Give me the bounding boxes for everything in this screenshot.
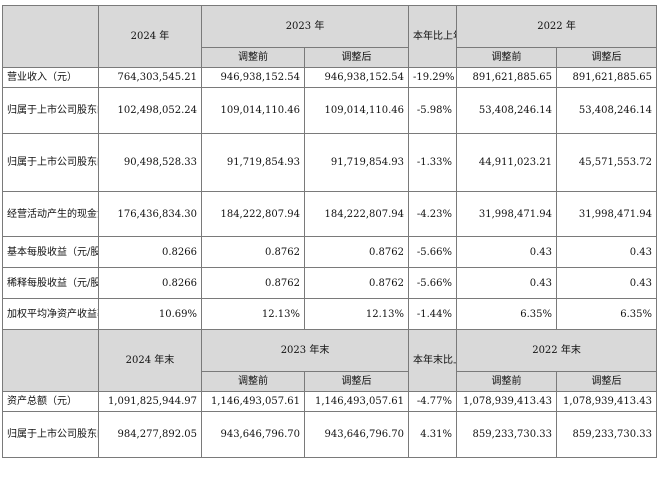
header-2022: 2022 年 (456, 5, 658, 48)
table-row: 稀释每股收益（元/股） 0.8266 0.8762 0.8762 -5.66% … (2, 267, 658, 299)
value-2023-after: 0.8762 (303, 236, 410, 268)
row-label: 归属于上市公司股东的净利润（元） (2, 87, 99, 134)
table-row: 资产总额（元） 1,091,825,944.97 1,146,493,057.6… (2, 391, 658, 412)
value-2023-before: 1,146,493,057.61 (201, 391, 305, 412)
value-2023-after: 184,222,807.94 (303, 191, 410, 237)
header-2023-after: 调整后 (303, 47, 410, 68)
header-2023: 2023 年 (200, 5, 410, 48)
value-2023-before: 91,719,854.93 (201, 133, 305, 192)
row-label: 经营活动产生的现金流量净额（元） (2, 191, 99, 237)
header-corner-bottom (2, 329, 99, 392)
table-row: 加权平均净资产收益率 10.69% 12.13% 12.13% -1.44% 6… (2, 298, 658, 330)
header-2022-after: 调整后 (556, 47, 658, 68)
value-2022-after: 0.43 (556, 236, 658, 268)
header-change: 本年比上年增减 (408, 5, 458, 68)
value-2024: 0.8266 (98, 267, 202, 299)
value-2022-before: 53,408,246.14 (456, 87, 558, 134)
value-2024: 90,498,528.33 (98, 133, 202, 192)
value-2022-before: 859,233,730.33 (456, 411, 558, 458)
table-row: 基本每股收益（元/股） 0.8266 0.8762 0.8762 -5.66% … (2, 236, 658, 268)
value-2022-after: 31,998,471.94 (556, 191, 658, 237)
value-2023-after: 0.8762 (303, 267, 410, 299)
value-2024: 1,091,825,944.97 (98, 391, 202, 412)
value-2022-before: 6.35% (456, 298, 558, 330)
header-2022-end-before: 调整前 (456, 371, 558, 392)
financial-indicators-table: 2024 年 2023 年 本年比上年增减 2022 年 调整前 调整后 调整前… (2, 5, 658, 458)
header-2023-end: 2023 年末 (200, 329, 410, 372)
value-change: -5.66% (408, 236, 458, 268)
value-2023-after: 943,646,796.70 (303, 411, 410, 458)
header-2022-end-after: 调整后 (556, 371, 658, 392)
row-label: 基本每股收益（元/股） (2, 236, 99, 268)
value-2022-before: 31,998,471.94 (456, 191, 558, 237)
value-2023-after: 12.13% (303, 298, 410, 330)
table-row: 归属于上市公司股东的净利润（元） 102,498,052.24 109,014,… (2, 87, 658, 134)
header-change-end: 本年末比上年末增减 (408, 329, 458, 392)
value-2022-after: 859,233,730.33 (556, 411, 658, 458)
row-label: 营业收入（元） (2, 67, 99, 88)
value-change: -4.23% (408, 191, 458, 237)
value-2023-after: 946,938,152.54 (303, 67, 410, 88)
value-2022-before: 0.43 (456, 267, 558, 299)
table-row: 经营活动产生的现金流量净额（元） 176,436,834.30 184,222,… (2, 191, 658, 237)
subheader-row-bottom: 调整前 调整后 调整前 调整后 (3, 371, 658, 392)
value-2023-after: 91,719,854.93 (303, 133, 410, 192)
value-2023-after: 1,146,493,057.61 (303, 391, 410, 412)
value-2024: 0.8266 (98, 236, 202, 268)
value-2022-before: 0.43 (456, 236, 558, 268)
header-2022-before: 调整前 (456, 47, 558, 68)
header-row-top: 2024 年 2023 年 本年比上年增减 2022 年 (2, 5, 658, 68)
value-change: -1.44% (408, 298, 458, 330)
value-2024: 10.69% (98, 298, 202, 330)
value-2022-after: 0.43 (556, 267, 658, 299)
header-2023-end-before: 调整前 (201, 371, 305, 392)
value-change: -19.29% (408, 67, 458, 88)
value-2024: 764,303,545.21 (98, 67, 202, 88)
value-2022-before: 44,911,023.21 (456, 133, 558, 192)
value-change: -1.33% (408, 133, 458, 192)
header-2022-end: 2022 年末 (456, 329, 658, 372)
row-label: 稀释每股收益（元/股） (2, 267, 99, 299)
value-2023-before: 943,646,796.70 (201, 411, 305, 458)
value-2022-after: 45,571,553.72 (556, 133, 658, 192)
value-2024: 984,277,892.05 (98, 411, 202, 458)
value-2023-before: 109,014,110.46 (201, 87, 305, 134)
row-label: 加权平均净资产收益率 (2, 298, 99, 330)
value-2023-after: 109,014,110.46 (303, 87, 410, 134)
value-2022-before: 1,078,939,413.43 (456, 391, 558, 412)
value-2023-before: 0.8762 (201, 236, 305, 268)
header-corner-top (2, 5, 99, 68)
value-2022-after: 1,078,939,413.43 (556, 391, 658, 412)
value-2024: 176,436,834.30 (98, 191, 202, 237)
row-label: 归属于上市公司股东的净资产（元） (2, 411, 99, 458)
table-row: 归属于上市公司股东的净资产（元） 984,277,892.05 943,646,… (2, 411, 658, 458)
value-2023-before: 0.8762 (201, 267, 305, 299)
row-label: 归属于上市公司股东的扣除非经常性损益的净利润（元） (2, 133, 99, 192)
value-2022-after: 6.35% (556, 298, 658, 330)
header-row-bottom: 2024 年末 2023 年末 本年末比上年末增减 2022 年末 (2, 329, 658, 392)
header-2023-end-after: 调整后 (303, 371, 410, 392)
table-row: 营业收入（元） 764,303,545.21 946,938,152.54 94… (2, 67, 658, 88)
value-2023-before: 946,938,152.54 (201, 67, 305, 88)
header-2024-end: 2024 年末 (98, 329, 202, 392)
value-change: -5.66% (408, 267, 458, 299)
value-2022-after: 53,408,246.14 (556, 87, 658, 134)
value-2024: 102,498,052.24 (98, 87, 202, 134)
value-2022-before: 891,621,885.65 (456, 67, 558, 88)
value-change: 4.31% (408, 411, 458, 458)
value-2023-before: 184,222,807.94 (201, 191, 305, 237)
value-2023-before: 12.13% (201, 298, 305, 330)
value-change: -5.98% (408, 87, 458, 134)
table-row: 归属于上市公司股东的扣除非经常性损益的净利润（元） 90,498,528.33 … (2, 133, 658, 192)
value-change: -4.77% (408, 391, 458, 412)
header-2023-before: 调整前 (201, 47, 305, 68)
value-2022-after: 891,621,885.65 (556, 67, 658, 88)
row-label: 资产总额（元） (2, 391, 99, 412)
header-2024: 2024 年 (98, 5, 202, 68)
